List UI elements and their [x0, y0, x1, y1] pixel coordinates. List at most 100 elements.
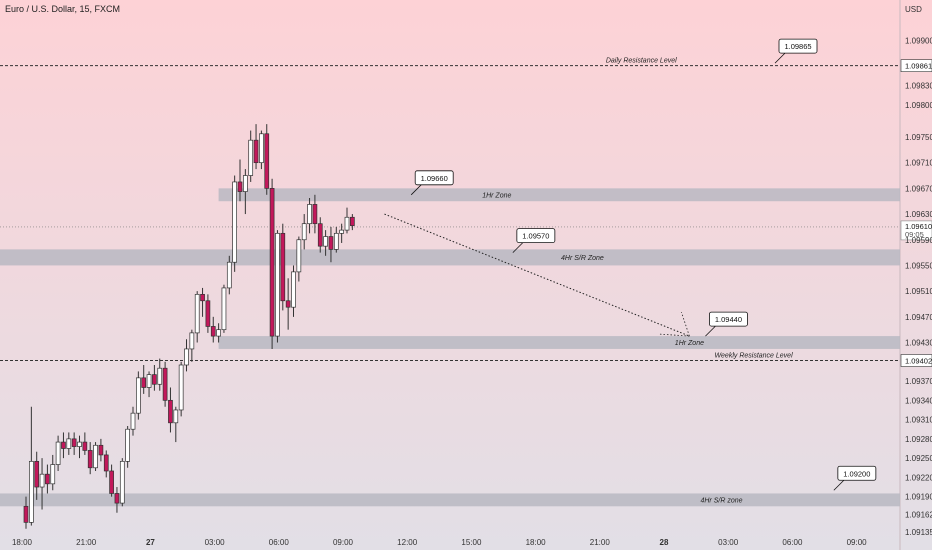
candle-body-up — [50, 464, 56, 485]
price-tick-label: 1.09135 — [905, 528, 932, 537]
currency-label: USD — [905, 5, 922, 14]
candle-body-up — [248, 139, 254, 176]
zone-band — [218, 188, 901, 202]
zone-label: 4Hr S/R Zone — [561, 255, 604, 262]
candle-body-down — [350, 216, 355, 226]
candle-body-down — [328, 236, 334, 250]
time-tick-label: 09:00 — [847, 538, 868, 547]
callout-box — [414, 170, 454, 186]
candle-body-up — [259, 133, 264, 164]
candle-body-down — [210, 326, 216, 337]
candle-body-down — [23, 505, 29, 523]
level-price-badge — [900, 59, 932, 72]
candle-body-up — [301, 223, 307, 241]
time-tick-label: 21:00 — [590, 538, 611, 547]
price-tick-label: 1.09250 — [905, 454, 932, 463]
candle-body-up — [275, 232, 280, 337]
candle-body-down — [82, 441, 88, 451]
candle-body-down — [285, 300, 291, 308]
projection-arrowhead — [659, 333, 690, 337]
candle-body-up — [226, 261, 232, 289]
candle-body-up — [39, 473, 45, 488]
candle-body-down — [152, 374, 157, 385]
candle-body-down — [205, 300, 211, 327]
zone-band — [218, 336, 901, 349]
candle-body-down — [253, 139, 259, 164]
candle-body-up — [323, 236, 328, 247]
price-tick-label: 1.09162 — [905, 511, 932, 520]
candle-body-down — [114, 493, 120, 504]
candle-body-up — [291, 271, 296, 308]
candle-body-down — [237, 181, 243, 192]
time-tick-label: 18:00 — [12, 538, 33, 547]
candle-body-up — [184, 348, 189, 366]
time-tick-label: 06:00 — [782, 538, 803, 547]
zone-label: 4Hr S/R zone — [700, 497, 742, 504]
candle-body-down — [61, 441, 66, 449]
price-tick-label: 1.09550 — [905, 261, 932, 270]
candles-layer — [23, 124, 355, 529]
callout-box — [516, 228, 556, 243]
callout-pointer — [774, 52, 786, 64]
candle-body-up — [178, 364, 184, 411]
projection-arrowhead — [681, 311, 690, 337]
time-tick-label: 03:00 — [205, 538, 226, 547]
candle-body-up — [157, 367, 163, 385]
candle-body-down — [200, 293, 205, 302]
candle-body-up — [307, 204, 312, 225]
candle-body-up — [146, 374, 152, 388]
candle-body-down — [71, 438, 77, 447]
callout-label: 1.09200 — [843, 469, 870, 478]
callout-label: 1.09865 — [784, 42, 811, 51]
callout-label: 1.09570 — [522, 232, 549, 241]
time-tick-label: 12:00 — [397, 538, 418, 547]
time-tick-label: 06:00 — [269, 538, 290, 547]
candle-body-up — [296, 239, 302, 273]
time-tick-label: 27 — [146, 538, 155, 547]
candle-body-up — [29, 460, 34, 523]
candle-body-down — [269, 188, 275, 337]
level-price-label: 1.09402 — [905, 357, 932, 366]
price-tick-label: 1.09430 — [905, 339, 932, 348]
callout-box — [709, 311, 748, 327]
candle-body-up — [130, 412, 136, 430]
candle-body-up — [216, 329, 221, 337]
candle-body-up — [189, 332, 195, 350]
time-tick-label: 28 — [660, 538, 669, 547]
candle-body-down — [141, 377, 147, 388]
price-tick-label: 1.09510 — [905, 287, 932, 296]
current-price-badge — [900, 220, 932, 241]
candle-body-up — [333, 232, 339, 250]
callout-pointer — [512, 242, 524, 253]
time-tick-label: 03:00 — [718, 538, 739, 547]
price-tick-label: 1.09800 — [905, 101, 932, 110]
candle-body-down — [264, 133, 270, 189]
candle-body-down — [98, 444, 104, 456]
price-tick-label: 1.09590 — [905, 236, 932, 245]
level-price-badge — [900, 354, 932, 367]
candle-body-down — [317, 223, 323, 247]
countdown-label: 09:05 — [905, 230, 924, 239]
candle-body-up — [173, 409, 179, 424]
callout-pointer — [833, 479, 845, 491]
price-axis: 1.09900 1.09830 1.09800 1.09750 1.09710 1.096… — [905, 37, 932, 537]
zone-label: 1Hr Zone — [482, 192, 511, 199]
time-tick-label: 15:00 — [461, 538, 482, 547]
price-tick-label: 1.09190 — [905, 493, 932, 502]
zone-band — [0, 249, 900, 266]
candle-body-up — [77, 441, 82, 447]
candle-body-down — [103, 454, 109, 472]
price-tick-label: 1.09340 — [905, 396, 932, 405]
levels-layer: Daily Resistance Level 1.09861 Weekly Resi… — [0, 58, 932, 367]
zone-label: 1Hr Zone — [675, 340, 704, 347]
candle-body-down — [109, 470, 114, 494]
candle-body-down — [162, 367, 168, 401]
price-tick-label: 1.09710 — [905, 159, 932, 168]
candle-body-down — [87, 450, 93, 469]
price-tick-label: 1.09470 — [905, 313, 932, 322]
callout-box — [778, 38, 818, 54]
time-axis: 18:00 21:00 27 03:00 06:00 09:00 12:00 15:00 18:… — [12, 538, 867, 547]
